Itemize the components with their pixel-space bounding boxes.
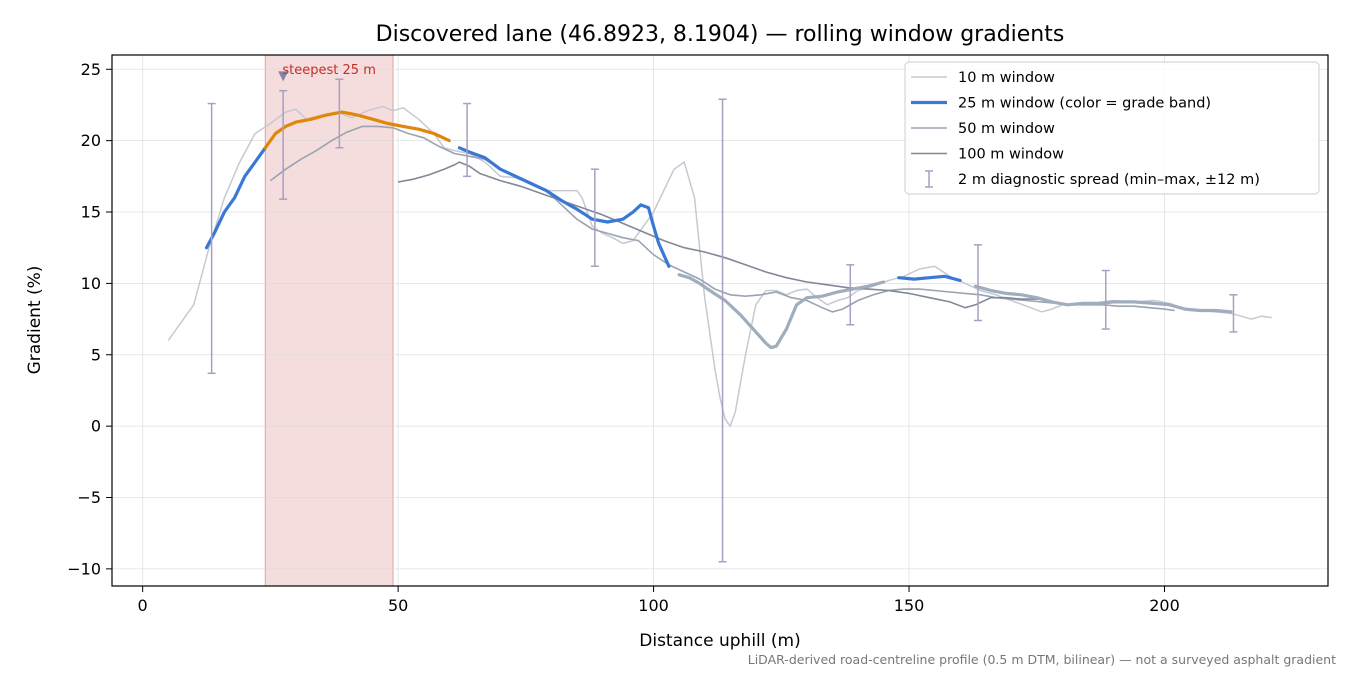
x-axis-label: Distance uphill (m): [639, 631, 800, 651]
x-tick-label: 100: [638, 596, 669, 615]
legend-entry-label: 50 m window: [958, 121, 1055, 137]
series-25m-window-segment: [457, 146, 671, 268]
steepest-annotation: steepest 25 m: [282, 63, 375, 78]
legend-box: [904, 61, 1320, 195]
series-25m-window-segment: [204, 146, 267, 250]
axes-frame: [111, 54, 1329, 587]
y-tick-label: −10: [67, 559, 101, 578]
legend-entry-label: 25 m window (color = grade band): [958, 96, 1211, 112]
y-tick-label: 20: [81, 131, 101, 150]
x-tick-label: 0: [138, 596, 148, 615]
steepest-section-band: [265, 55, 394, 586]
series-25m-window-segment: [263, 110, 451, 150]
series-100m-window-line: [397, 161, 1042, 309]
data-source-footnote: LiDAR-derived road-centreline profile (0…: [747, 652, 1336, 667]
series-50m-window-line: [269, 125, 1175, 313]
y-tick-label: −5: [77, 488, 101, 507]
y-tick-label: 10: [81, 274, 101, 293]
y-axis-label: Gradient (%): [25, 266, 45, 375]
x-tick-label: 200: [1149, 596, 1180, 615]
plot-area: 0 50 100 150 200 −10 −5 0 5 10 15 20 25 steepest 25 m: [67, 54, 1329, 615]
legend-entry-label: 100 m window: [958, 147, 1064, 163]
series-25m-window-segment: [897, 274, 962, 283]
steepest-marker: [278, 71, 289, 82]
y-tick-label: 25: [81, 60, 101, 79]
series-10m-window-line: [167, 105, 1272, 428]
y-tick-label: 15: [81, 203, 101, 222]
legend: 10 m window 25 m window (color = grade ba…: [904, 61, 1320, 195]
legend-entry-label: 10 m window: [958, 70, 1055, 86]
series-25m-window-segment: [973, 284, 1233, 314]
chart-title: Discovered lane (46.8923, 8.1904) — roll…: [376, 22, 1065, 47]
x-tick-label: 50: [388, 596, 408, 615]
series-25m-window-segment: [677, 273, 886, 350]
y-tick-label: 0: [91, 417, 101, 436]
gradient-chart: Discovered lane (46.8923, 8.1904) — roll…: [25, 22, 1329, 651]
legend-entry-label: 2 m diagnostic spread (min–max, ±12 m): [958, 172, 1260, 188]
x-tick-label: 150: [894, 596, 925, 615]
y-tick-label: 5: [91, 345, 101, 364]
